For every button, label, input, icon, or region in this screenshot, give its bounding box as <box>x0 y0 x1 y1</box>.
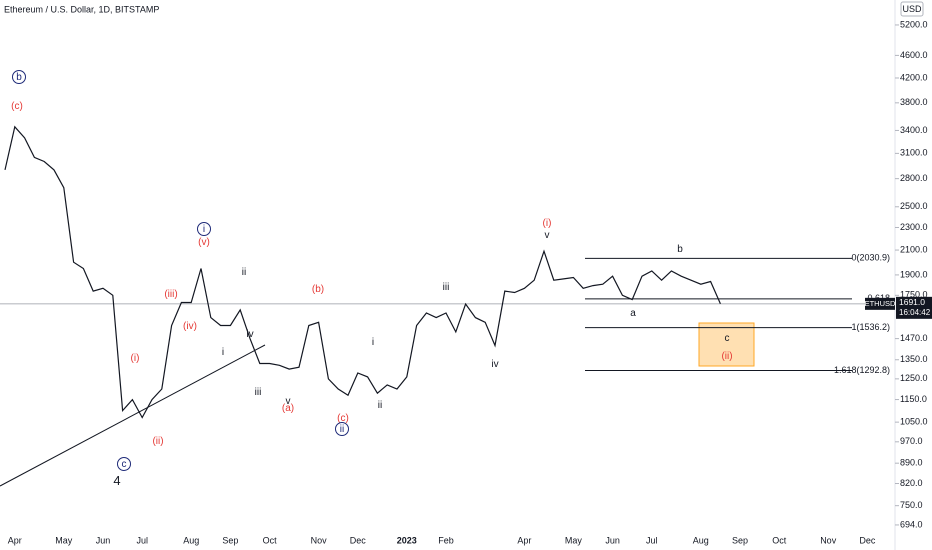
y-tick-label: 2500.0 <box>900 201 928 211</box>
y-tick-label: 1350.0 <box>900 354 928 364</box>
wave-label: b <box>16 72 22 83</box>
x-tick-label: Jul <box>646 535 658 545</box>
y-tick-label: 1900.0 <box>900 269 928 279</box>
wave-circle <box>335 422 349 436</box>
countdown: 16:04:42 <box>899 308 931 317</box>
currency: USD <box>902 4 922 14</box>
y-tick-label: 1050.0 <box>900 417 928 427</box>
wave-label: ii <box>242 267 246 278</box>
x-tick-label: Oct <box>772 535 787 545</box>
wave-label: i <box>222 347 224 358</box>
x-tick-label: May <box>565 535 583 545</box>
x-tick-label: Jun <box>96 535 111 545</box>
wave-label: i <box>203 224 205 235</box>
wave-label: 4 <box>113 473 120 488</box>
wave-label: c <box>725 333 730 344</box>
wave-label: (i) <box>131 353 140 364</box>
wave-circle <box>117 457 131 471</box>
wave-label: (iii) <box>164 289 177 300</box>
y-tick-label: 3800.0 <box>900 97 928 107</box>
fib-label: 0(2030.9) <box>851 253 890 263</box>
symbol: ETHUSD <box>865 299 896 308</box>
y-tick-label: 4200.0 <box>900 72 928 82</box>
y-tick-label: 890.0 <box>900 458 923 468</box>
y-tick-label: 820.0 <box>900 478 923 488</box>
wave-label: iii <box>255 387 262 398</box>
y-tick-label: 3400.0 <box>900 125 928 135</box>
wave-label: iv <box>246 329 253 340</box>
trend-line <box>0 344 266 487</box>
y-tick-label: 4600.0 <box>900 50 928 60</box>
x-tick-label: Feb <box>438 535 454 545</box>
y-tick-label: 5200.0 <box>900 19 928 29</box>
wave-label: ii <box>378 400 382 411</box>
price-tag <box>896 296 932 319</box>
x-tick-label: Jun <box>605 535 620 545</box>
wave-label: (b) <box>312 284 324 295</box>
wave-label: (c) <box>337 413 349 424</box>
wave-label: (i) <box>543 218 552 229</box>
wave-label: v <box>545 230 550 241</box>
x-tick-label: Dec <box>859 535 876 545</box>
wave-label: ii <box>340 424 344 435</box>
y-tick-label: 750.0 <box>900 500 923 510</box>
fib-label: 1.618(1292.8) <box>834 365 890 375</box>
y-tick-label: 1150.0 <box>900 394 927 404</box>
y-tick-label: 1750.0 <box>900 290 928 300</box>
x-tick-label: Nov <box>820 535 837 545</box>
last-price: 1691.0 <box>899 297 925 307</box>
wave-label: (v) <box>198 237 210 248</box>
wave-label: (iv) <box>183 321 197 332</box>
x-tick-label: 2023 <box>397 535 417 545</box>
x-tick-label: May <box>55 535 73 545</box>
x-tick-label: Dec <box>350 535 367 545</box>
x-tick-label: Sep <box>222 535 238 545</box>
x-tick-label: Apr <box>517 535 531 545</box>
x-tick-label: Sep <box>732 535 748 545</box>
wave-label: c <box>122 459 127 470</box>
wave-label: (ii) <box>152 436 163 447</box>
wave-label: v <box>286 396 291 407</box>
wave-label: i <box>372 337 374 348</box>
wave-label: iv <box>491 359 498 370</box>
x-tick-label: Nov <box>311 535 328 545</box>
y-tick-label: 1250.0 <box>900 373 928 383</box>
price-line <box>4 125 721 419</box>
currency-box[interactable] <box>900 1 924 17</box>
wave-circle <box>197 222 211 236</box>
fib-label: 1(1536.2) <box>851 322 890 332</box>
y-tick-label: 1470.0 <box>900 333 928 343</box>
y-tick-label: 694.0 <box>900 519 923 529</box>
y-tick-label: 3100.0 <box>900 148 928 158</box>
symbol-tag <box>865 297 895 310</box>
target-zone <box>698 322 755 367</box>
wave-circle <box>12 70 26 84</box>
wave-label: (c) <box>11 101 23 112</box>
y-tick-label: 970.0 <box>900 436 923 446</box>
wave-label: a <box>630 308 636 319</box>
price-axis <box>895 0 932 550</box>
wave-label: b <box>677 244 683 255</box>
x-tick-label: Oct <box>263 535 278 545</box>
y-tick-label: 2100.0 <box>900 244 928 254</box>
wave-label: (a) <box>282 403 294 414</box>
chart-title: Ethereum / U.S. Dollar, 1D, BITSTAMP <box>4 4 159 14</box>
x-tick-label: Jul <box>136 535 148 545</box>
x-tick-label: Aug <box>693 535 709 545</box>
x-tick-label: Apr <box>8 535 22 545</box>
y-tick-label: 2800.0 <box>900 173 928 183</box>
y-tick-label: 2300.0 <box>900 222 928 232</box>
wave-label: (ii) <box>721 351 732 362</box>
x-tick-label: Aug <box>183 535 199 545</box>
wave-label: iii <box>443 282 450 293</box>
